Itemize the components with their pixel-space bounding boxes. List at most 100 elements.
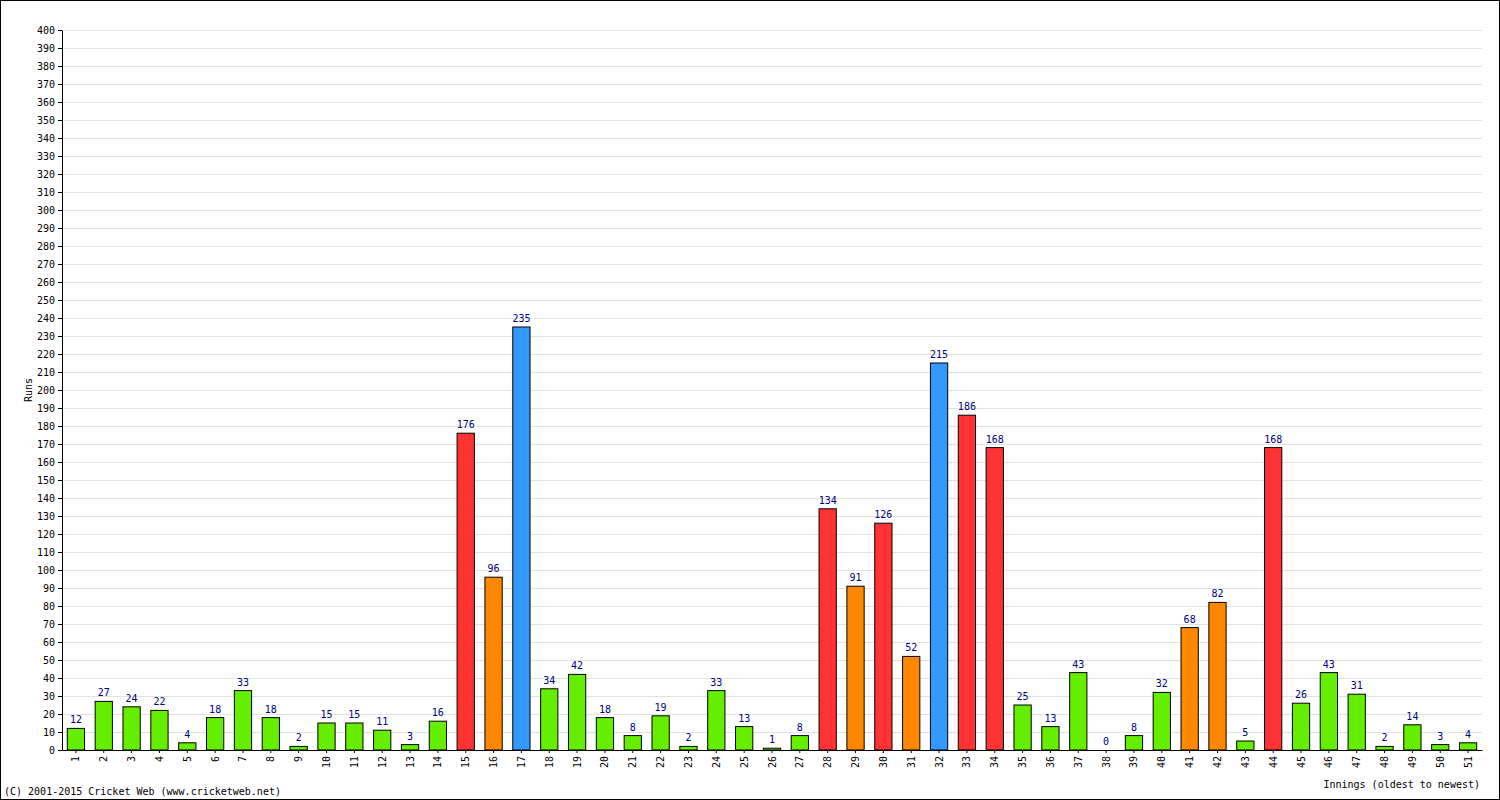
tick: 28	[822, 750, 833, 768]
tick-label: 50	[1435, 756, 1446, 768]
bar	[763, 748, 780, 750]
grid-line	[62, 138, 1482, 139]
tick-mark	[58, 282, 62, 283]
tick-label: 18	[544, 756, 555, 768]
data-label: 31	[1351, 680, 1363, 691]
tick: 34	[989, 750, 1000, 768]
bar	[1432, 745, 1449, 750]
tick: 290	[37, 223, 62, 234]
bar	[624, 736, 641, 750]
bar	[1014, 705, 1031, 750]
tick-mark	[744, 750, 745, 753]
bar	[930, 363, 947, 750]
tick-label: 130	[37, 511, 55, 522]
tick: 12	[377, 750, 388, 768]
tick: 340	[37, 133, 62, 144]
grid-line	[62, 354, 1482, 355]
tick-label: 10	[321, 756, 332, 768]
tick: 270	[37, 259, 62, 270]
tick-label: 39	[1128, 756, 1139, 768]
bar	[429, 721, 446, 750]
tick-mark	[58, 390, 62, 391]
tick-label: 44	[1268, 756, 1279, 768]
tick: 20	[43, 709, 62, 720]
tick-label: 10	[43, 727, 55, 738]
tick-mark	[58, 426, 62, 427]
tick-mark	[58, 246, 62, 247]
tick-mark	[58, 516, 62, 517]
bar	[1376, 746, 1393, 750]
tick-mark	[604, 750, 605, 753]
tick-label: 50	[43, 655, 55, 666]
data-label: 186	[958, 401, 976, 412]
tick-mark	[1245, 750, 1246, 753]
grid-line	[62, 264, 1482, 265]
bar	[1125, 736, 1142, 750]
tick-label: 120	[37, 529, 55, 540]
tick-label: 340	[37, 133, 55, 144]
tick-label: 1	[70, 756, 81, 762]
grid-line	[62, 174, 1482, 175]
tick: 350	[37, 115, 62, 126]
tick: 280	[37, 241, 62, 252]
tick-mark	[58, 732, 62, 733]
grid-line	[62, 300, 1482, 301]
tick-label: 51	[1463, 756, 1474, 768]
tick-label: 160	[37, 457, 55, 468]
tick-label: 45	[1296, 756, 1307, 768]
tick-mark	[58, 336, 62, 337]
grid-line	[62, 408, 1482, 409]
tick-label: 40	[43, 673, 55, 684]
tick-label: 27	[794, 756, 805, 768]
tick-mark	[58, 48, 62, 49]
tick-mark	[577, 750, 578, 753]
tick: 27	[794, 750, 805, 768]
tick: 160	[37, 457, 62, 468]
bar	[652, 716, 669, 750]
grid-line	[62, 282, 1482, 283]
tick-label: 360	[37, 97, 55, 108]
grid-line	[62, 372, 1482, 373]
tick-mark	[58, 714, 62, 715]
tick: 320	[37, 169, 62, 180]
tick-label: 43	[1240, 756, 1251, 768]
tick: 10	[43, 727, 62, 738]
tick-label: 28	[822, 756, 833, 768]
tick: 19	[572, 750, 583, 768]
tick: 100	[37, 565, 62, 576]
tick-mark	[58, 228, 62, 229]
tick-mark	[58, 120, 62, 121]
grid-line	[62, 210, 1482, 211]
tick: 16	[488, 750, 499, 768]
tick-label: 3	[126, 756, 137, 762]
tick-mark	[1078, 750, 1079, 753]
bar	[791, 736, 808, 750]
data-label: 18	[599, 704, 611, 715]
tick: 310	[37, 187, 62, 198]
tick: 70	[43, 619, 62, 630]
tick: 300	[37, 205, 62, 216]
tick-label: 22	[655, 756, 666, 768]
tick-label: 90	[43, 583, 55, 594]
tick: 42	[1212, 750, 1223, 768]
tick-label: 200	[37, 385, 55, 396]
data-label: 14	[1406, 711, 1418, 722]
data-label: 18	[265, 704, 277, 715]
tick-label: 140	[37, 493, 55, 504]
tick-mark	[939, 750, 940, 753]
bar	[541, 689, 558, 750]
bar	[680, 746, 697, 750]
tick: 33	[961, 750, 972, 768]
tick-label: 15	[460, 756, 471, 768]
tick-label: 300	[37, 205, 55, 216]
tick-mark	[58, 750, 62, 751]
tick: 30	[43, 691, 62, 702]
tick-label: 38	[1101, 756, 1112, 768]
data-label: 8	[1131, 722, 1137, 733]
tick-mark	[1189, 750, 1190, 753]
tick: 220	[37, 349, 62, 360]
tick: 0	[49, 745, 62, 756]
data-label: 176	[457, 419, 475, 430]
data-label: 168	[986, 434, 1004, 445]
tick: 90	[43, 583, 62, 594]
